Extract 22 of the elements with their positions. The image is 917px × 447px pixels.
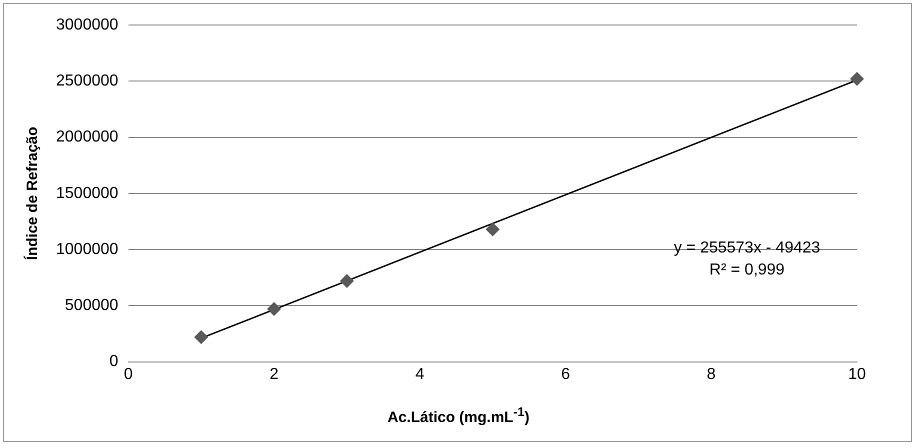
x-tick-label: 10 — [848, 366, 866, 383]
y-tick-label: 3000000 — [56, 16, 118, 34]
annotation: y = 255573x - 49423 — [674, 239, 820, 256]
y-tick-label: 2000000 — [56, 128, 118, 146]
point — [267, 302, 282, 316]
annotation: R² = 0,999 — [709, 261, 785, 278]
point — [340, 274, 354, 288]
x-tick-label: 2 — [270, 366, 279, 383]
y-tick-label: 500000 — [64, 297, 118, 314]
x-axis-title: Ac.Lático (mg.mL$^{-1}$) — [386, 405, 530, 426]
point — [486, 222, 500, 236]
x-tick-label: 4 — [415, 366, 424, 383]
y-tick-label: 0 — [109, 353, 118, 370]
point — [850, 72, 864, 86]
y-tick-label: 2500000 — [56, 72, 118, 90]
y-tick-label: 1000000 — [56, 240, 118, 258]
x-tick-label: 8 — [706, 366, 716, 383]
point — [194, 330, 208, 344]
y-axis-title: Índice de Refração — [23, 126, 42, 260]
x-tick-label: 0 — [124, 366, 133, 383]
x-tick-label: 6 — [561, 366, 570, 383]
y-tick-label: 1500000 — [56, 184, 118, 202]
